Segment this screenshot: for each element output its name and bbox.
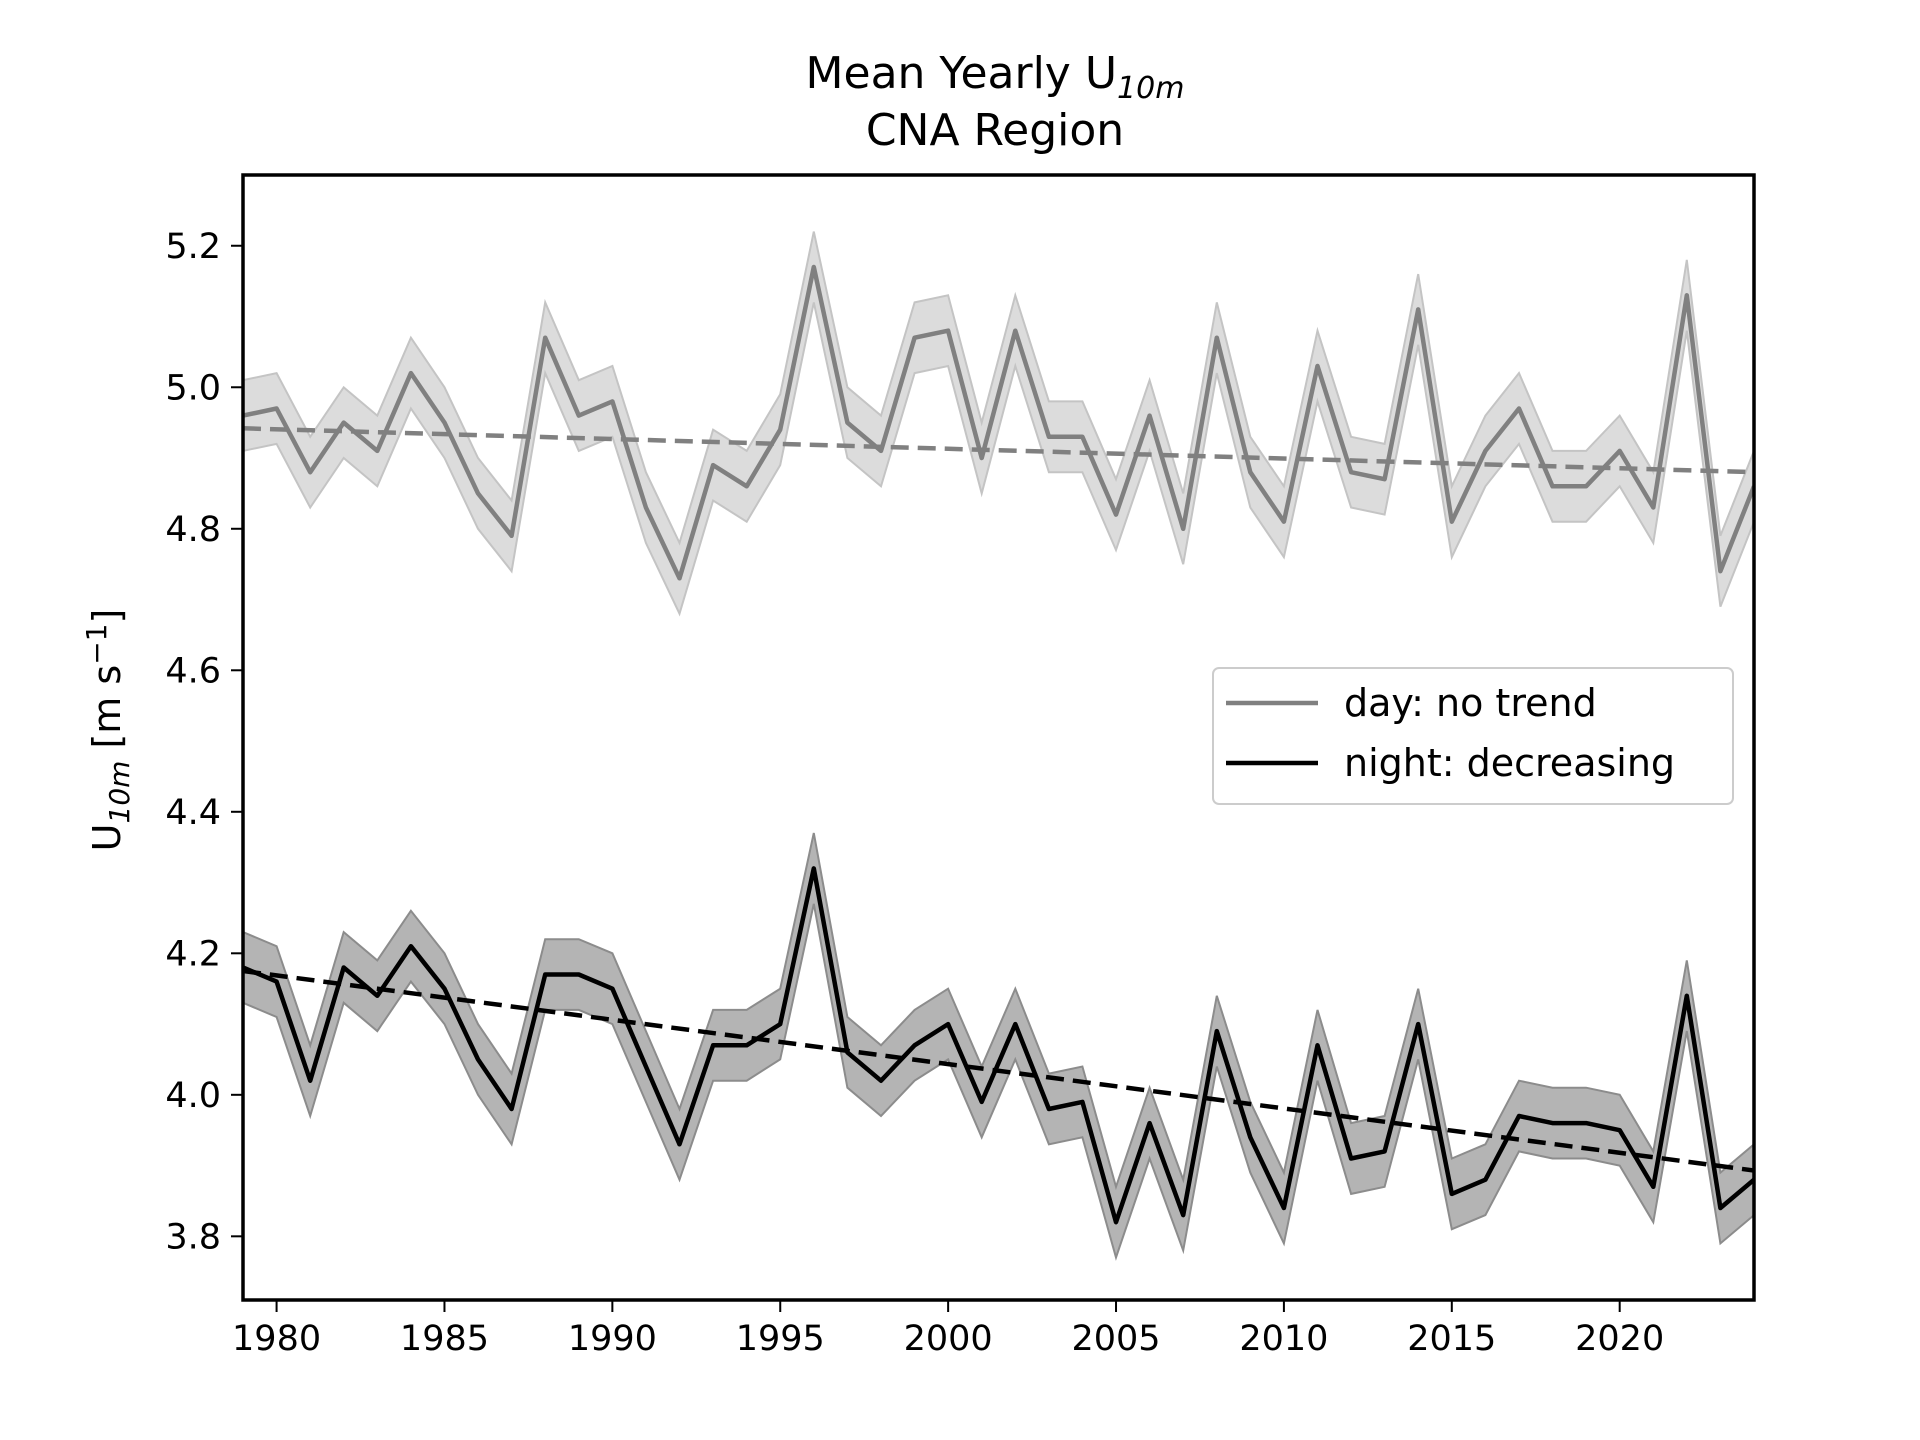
- y-axis-label-subscript: 10m: [103, 761, 136, 824]
- y-axis-label: U10m [m s−1]: [80, 609, 136, 852]
- y-tick-label: 4.2: [165, 934, 221, 974]
- legend-label-night: night: decreasing: [1344, 741, 1675, 785]
- y-axis-label-exponent: −1: [80, 624, 113, 665]
- confidence-band-day: [243, 231, 1754, 617]
- x-tick-label: 2020: [1575, 1319, 1664, 1359]
- plot-frame: [241, 173, 1756, 1302]
- y-tick-label: 3.8: [165, 1217, 221, 1257]
- trend-line-day: [243, 426, 1754, 475]
- x-tick-label: 2000: [904, 1319, 993, 1359]
- x-tick-label: 2015: [1407, 1319, 1496, 1359]
- trend-line-night: [243, 968, 1754, 1173]
- y-axis-label-units: [m s: [85, 665, 129, 761]
- x-tick-label: 1985: [400, 1319, 489, 1359]
- x-tick-label: 1980: [232, 1319, 321, 1359]
- x-tick-label: 2005: [1071, 1319, 1160, 1359]
- legend-label-day: day: no trend: [1344, 681, 1597, 725]
- y-tick-label: 4.0: [165, 1076, 221, 1116]
- y-tick-label: 5.2: [165, 227, 221, 267]
- legend-box: [1212, 667, 1734, 805]
- x-tick-label: 1995: [736, 1319, 825, 1359]
- plot-area: [243, 231, 1754, 1261]
- y-tick-label: 5.0: [165, 368, 221, 408]
- y-tick-label: 4.8: [165, 510, 221, 550]
- series-line-day: [243, 264, 1754, 581]
- x-tick-label: 2010: [1239, 1319, 1328, 1359]
- legend: day: no trend night: decreasing: [1212, 667, 1734, 805]
- chart-title-line2: CNA Region: [866, 105, 1124, 156]
- chart-title-line1: Mean Yearly U10m: [806, 48, 1185, 106]
- x-tick-label: 1990: [568, 1319, 657, 1359]
- axes: 1980 1985 1990 1995 2000 2005 2010 2015 2020 3.8 4…: [165, 227, 1664, 1359]
- y-axis-label-close: ]: [85, 609, 129, 624]
- series-line-night: [243, 866, 1754, 1225]
- chart-title-subscript: 10m: [1117, 71, 1184, 106]
- y-tick-label: 4.6: [165, 651, 221, 691]
- y-tick-label: 4.4: [165, 793, 221, 833]
